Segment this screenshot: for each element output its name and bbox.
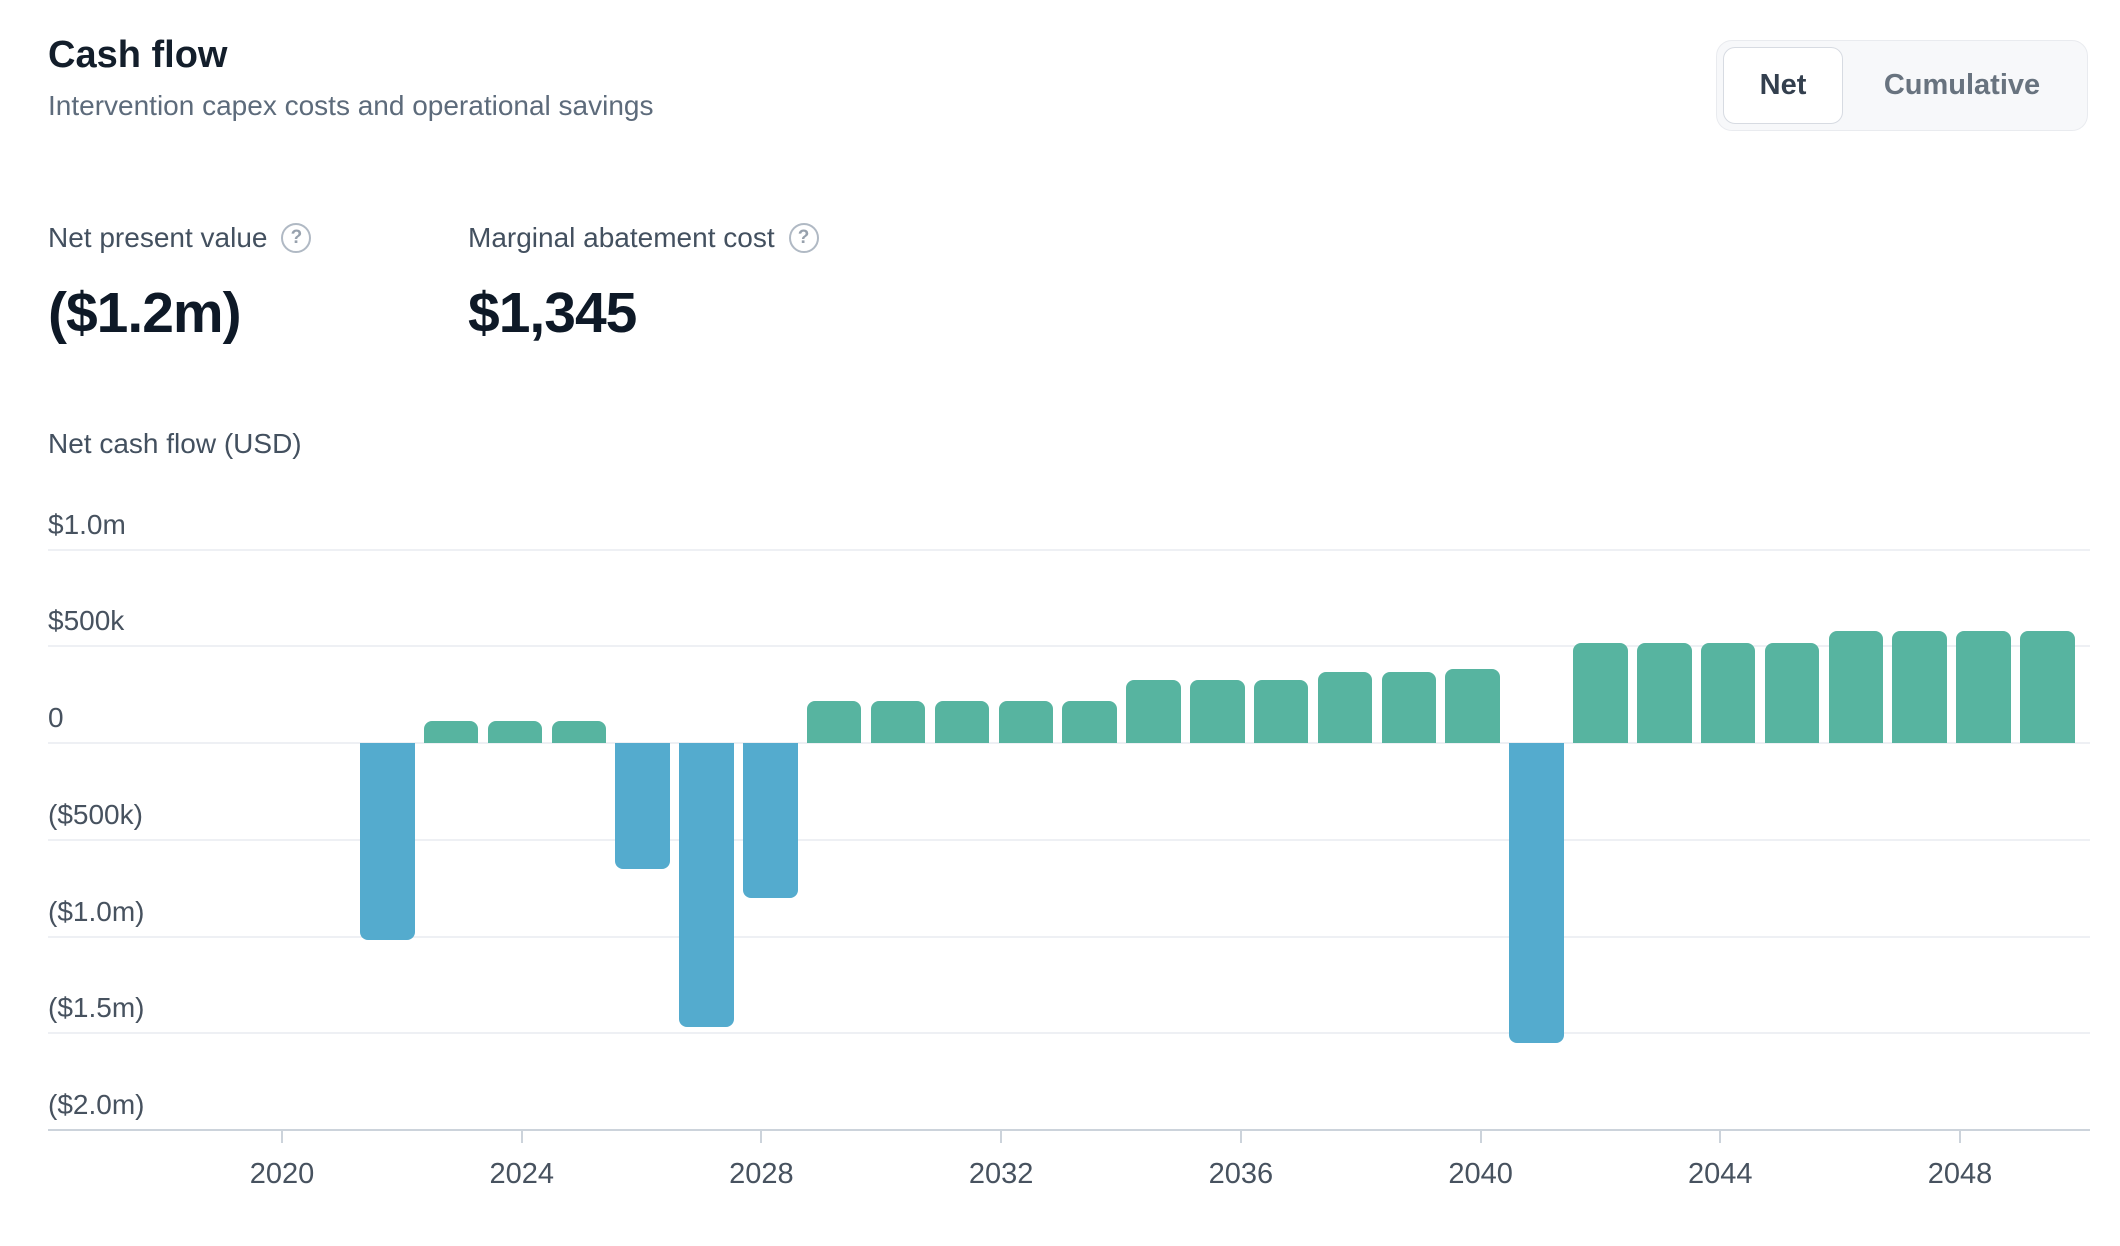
x-tick-mark [1959, 1130, 1962, 1143]
y-axis-label: ($500k) [48, 798, 143, 830]
kpi-label: Marginal abatement cost ? [468, 222, 819, 254]
toggle-cumulative-button[interactable]: Cumulative [1843, 47, 2081, 124]
page-subtitle: Intervention capex costs and operational… [48, 90, 654, 121]
bar-2027[interactable] [743, 743, 798, 898]
x-axis-line [48, 1129, 2090, 1131]
y-axis-label: ($1.0m) [48, 895, 145, 927]
x-tick-mark [1000, 1130, 1003, 1143]
bar-2026[interactable] [679, 743, 734, 1028]
x-axis-label: 2040 [1448, 1158, 1513, 1190]
y-axis-label: $1.0m [48, 508, 126, 540]
gridline [48, 1032, 2090, 1035]
bar-2042[interactable] [1700, 643, 1756, 743]
gridline [48, 548, 2090, 551]
kpi-net-present-value: Net present value ? ($1.2m) [48, 222, 312, 346]
bar-2029[interactable] [870, 701, 926, 743]
x-tick-mark [1239, 1130, 1242, 1143]
gridline [48, 935, 2090, 938]
bar-2022[interactable] [423, 720, 479, 743]
kpi-label-text: Marginal abatement cost [468, 222, 775, 253]
bar-2033[interactable] [1126, 680, 1181, 743]
y-axis-label: $500k [48, 605, 125, 637]
kpi-value: ($1.2m) [48, 281, 242, 345]
bar-2031[interactable] [998, 701, 1053, 743]
toggle-net-button[interactable]: Net [1723, 47, 1843, 124]
bar-2045[interactable] [1892, 630, 1947, 743]
bar-2032[interactable] [1062, 701, 1117, 743]
bar-2030[interactable] [934, 701, 990, 743]
x-axis-label: 2020 [249, 1158, 315, 1190]
kpi-label-text: Net present value [48, 222, 268, 253]
bar-2047[interactable] [2020, 630, 2075, 743]
bar-2046[interactable] [1956, 630, 2011, 743]
bar-2038[interactable] [1445, 669, 1500, 743]
gridline [48, 742, 2090, 744]
bar-2040[interactable] [1573, 643, 1628, 743]
bar-2036[interactable] [1317, 672, 1373, 743]
y-axis-label: 0 [48, 702, 64, 733]
x-tick-mark [520, 1130, 523, 1143]
question-circle-icon[interactable]: ? [788, 223, 819, 253]
x-axis-label: 2048 [1927, 1158, 1993, 1190]
bar-2039[interactable] [1509, 743, 1564, 1043]
question-circle-icon[interactable]: ? [281, 223, 312, 253]
kpi-label: Net present value ? [48, 222, 312, 254]
bar-2025[interactable] [615, 743, 670, 869]
x-axis-label: 2024 [489, 1158, 554, 1190]
x-tick-mark [760, 1130, 763, 1143]
x-tick-mark [1719, 1130, 1722, 1143]
bar-2021[interactable] [360, 743, 415, 941]
x-axis-label: 2032 [968, 1158, 1034, 1190]
net-cumulative-toggle: Net Cumulative [1716, 40, 2088, 131]
x-tick-mark [1479, 1130, 1482, 1143]
bar-2037[interactable] [1381, 672, 1437, 743]
x-axis-label: 2036 [1208, 1158, 1274, 1190]
bar-2044[interactable] [1828, 630, 1884, 743]
x-tick-mark [281, 1130, 283, 1143]
x-axis-label: 2044 [1688, 1158, 1753, 1190]
bar-2024[interactable] [551, 720, 607, 743]
y-axis-title: Net cash flow (USD) [48, 428, 302, 459]
kpi-value: $1,345 [468, 281, 637, 345]
bar-2028[interactable] [806, 701, 862, 743]
y-axis-label: ($2.0m) [48, 1089, 145, 1120]
kpi-marginal-abatement-cost: Marginal abatement cost ? $1,345 [468, 222, 819, 346]
bar-2035[interactable] [1253, 680, 1309, 743]
bar-2034[interactable] [1190, 680, 1245, 743]
page-title: Cash flow [48, 34, 228, 76]
gridline [48, 838, 2090, 841]
bar-2041[interactable] [1637, 643, 1692, 743]
bar-2023[interactable] [487, 720, 543, 743]
x-axis-label: 2028 [729, 1158, 794, 1190]
bar-2043[interactable] [1764, 643, 1820, 743]
y-axis-label: ($1.5m) [48, 992, 145, 1024]
gridline [48, 645, 2090, 648]
